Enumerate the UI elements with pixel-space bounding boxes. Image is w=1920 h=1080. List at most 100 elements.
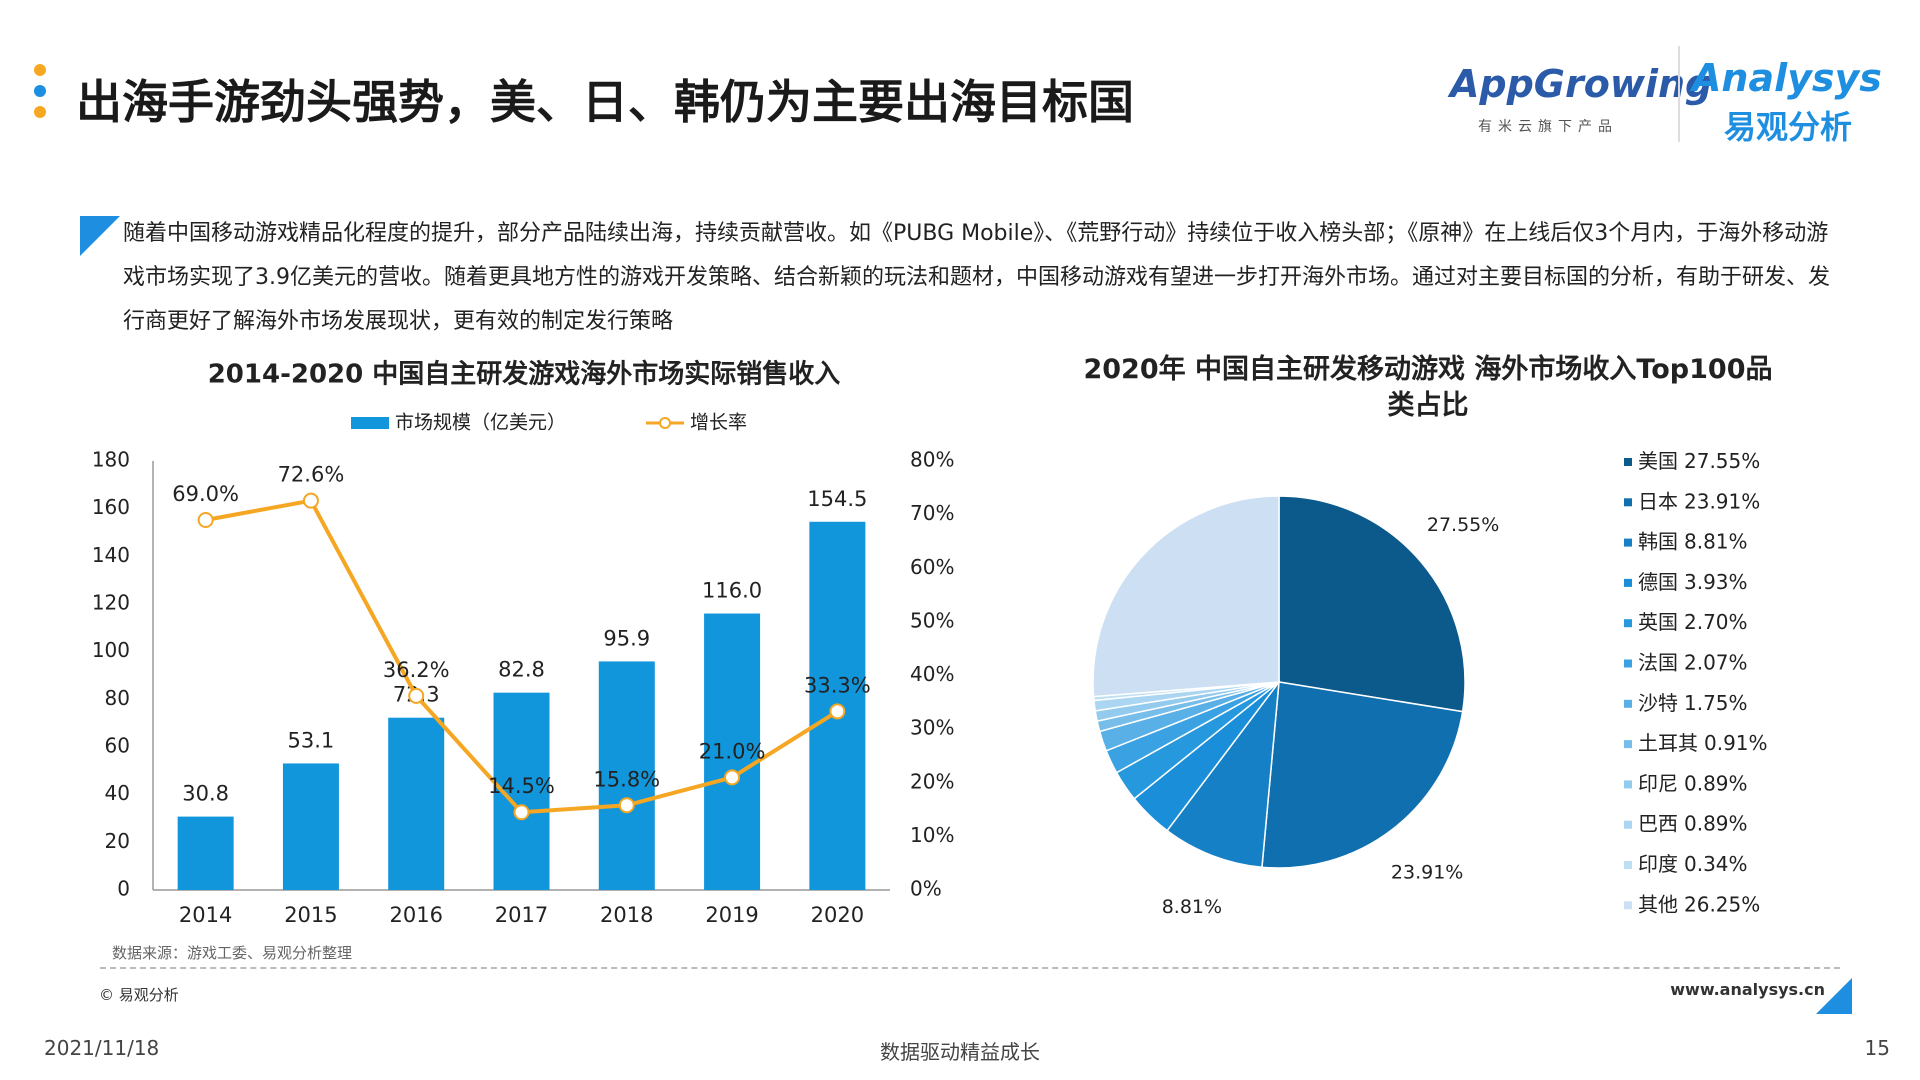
legend-label: 巴西 0.89% <box>1638 811 1748 835</box>
logo-divider <box>1678 46 1680 142</box>
pie-slice <box>1092 681 1280 702</box>
legend-swatch <box>1624 780 1632 789</box>
legend-swatch <box>1624 578 1632 587</box>
x-tick-label: 2018 <box>600 903 653 927</box>
title-dots <box>34 64 46 118</box>
legend-label: 其他 26.25% <box>1638 892 1760 916</box>
y2-tick-label: 80% <box>910 448 954 472</box>
pie-slice <box>1166 679 1280 869</box>
legend-category: 印尼 <box>1638 771 1678 795</box>
intro-icon <box>80 216 120 256</box>
legend-swatch <box>1624 901 1632 910</box>
y-tick-label: 120 <box>92 591 130 615</box>
x-tick-label: 2020 <box>811 903 864 927</box>
line-value-label: 72.6% <box>278 463 345 487</box>
legend-label: 市场规模（亿美元） <box>395 412 566 434</box>
source: 数据来源：游戏工委、易观分析整理 <box>112 944 353 962</box>
legend-label: 日本 23.91% <box>1638 489 1760 513</box>
line-point <box>513 804 530 821</box>
legend-value: 8.81% <box>1684 529 1748 553</box>
bar-value-label: 30.8 <box>182 782 229 806</box>
bar-value-label: 116.0 <box>702 579 762 603</box>
y2-tick-label: 10% <box>910 823 954 847</box>
chart-title: 2014-2020 中国自主研发游戏海外市场实际销售收入 <box>208 359 841 390</box>
legend-category: 沙特 <box>1638 690 1678 714</box>
line-point <box>724 769 741 786</box>
legend-value: 3.93% <box>1684 569 1748 593</box>
legend-label: 印尼 0.89% <box>1638 771 1748 795</box>
legend-value: 23.91% <box>1684 489 1760 513</box>
legend-label: 印度 0.34% <box>1638 852 1748 876</box>
logo-appgrowing: AppGrowing <box>1450 62 1713 106</box>
bar <box>704 613 761 890</box>
bar <box>388 717 445 890</box>
y2-tick-label: 60% <box>910 555 954 579</box>
legend-swatch <box>1624 619 1632 628</box>
line-point <box>302 492 319 509</box>
y2-tick-label: 70% <box>910 501 954 525</box>
pie-data-label: 27.55% <box>1427 514 1499 536</box>
bar <box>598 661 655 890</box>
line-value-label: 21.0% <box>699 739 766 763</box>
line-value-label: 15.8% <box>593 767 660 791</box>
legend-label: 土耳其 0.91% <box>1638 731 1768 755</box>
y2-tick-label: 40% <box>910 662 954 686</box>
legend-swatch <box>1624 538 1632 547</box>
y-tick-label: 160 <box>92 495 130 519</box>
y-tick-label: 100 <box>92 638 130 662</box>
bar <box>809 521 866 890</box>
bar-value-label: 82.8 <box>498 658 545 682</box>
corner-icon <box>1816 978 1852 1014</box>
legend-swatch <box>659 417 671 429</box>
bar-value-label: 95.9 <box>603 626 650 650</box>
logo-analysys-sub: 易观分析 <box>1724 108 1853 146</box>
legend-swatch <box>1624 699 1632 708</box>
slide-title: 出海手游劲头强势，美、日、韩仍为主要出海目标国 <box>76 75 1134 129</box>
legend-label: 英国 2.70% <box>1638 610 1748 634</box>
pie-slice <box>1093 681 1280 712</box>
pie-title: 2020年 中国自主研发移动游戏 海外市场收入Top100品类占比 <box>1083 354 1773 421</box>
y2-tick-label: 30% <box>910 716 954 740</box>
bar <box>177 816 234 890</box>
pie-slice <box>1278 495 1466 713</box>
bar-value-label: 72.3 <box>393 683 440 707</box>
x-tick-label: 2016 <box>389 903 442 927</box>
pie-slice <box>1092 495 1280 698</box>
legend-category: 德国 <box>1638 569 1678 593</box>
y-tick-label: 180 <box>92 448 130 472</box>
legend-swatch <box>1624 659 1632 668</box>
legend-value: 2.07% <box>1684 650 1748 674</box>
line-value-label: 14.5% <box>488 774 555 798</box>
pie-slice <box>1094 681 1280 722</box>
legend-value: 0.89% <box>1684 771 1748 795</box>
y-tick-label: 40 <box>105 781 130 805</box>
pie-slice <box>1115 681 1280 800</box>
pie-data-label: 8.81% <box>1162 896 1222 918</box>
legend-swatch <box>1624 861 1632 869</box>
line-point <box>829 703 846 720</box>
pie-data-label: 23.91% <box>1391 862 1463 884</box>
divider <box>100 967 1840 969</box>
legend-value: 1.75% <box>1684 690 1748 714</box>
y-tick-label: 20 <box>105 829 130 853</box>
line-value-label: 33.3% <box>804 673 871 697</box>
legend-swatch <box>1624 740 1632 749</box>
line-point <box>408 687 425 704</box>
line-value-label: 69.0% <box>172 482 239 506</box>
pie-slice <box>1261 681 1464 869</box>
x-tick-label: 2017 <box>495 903 548 927</box>
legend-category: 韩国 <box>1638 529 1678 553</box>
legend-category: 法国 <box>1638 650 1678 674</box>
footer-page: 15 <box>1864 1036 1890 1060</box>
line-series <box>205 498 839 815</box>
x-tick-label: 2019 <box>705 903 758 927</box>
legend-category: 英国 <box>1638 610 1678 634</box>
bar <box>282 763 339 890</box>
legend-swatch <box>1624 458 1632 466</box>
pie-slice <box>1105 681 1280 774</box>
legend-value: 26.25% <box>1684 892 1760 916</box>
legend-value: 2.70% <box>1684 610 1748 634</box>
pie-slice <box>1096 681 1280 733</box>
y2-tick-label: 50% <box>910 608 954 632</box>
